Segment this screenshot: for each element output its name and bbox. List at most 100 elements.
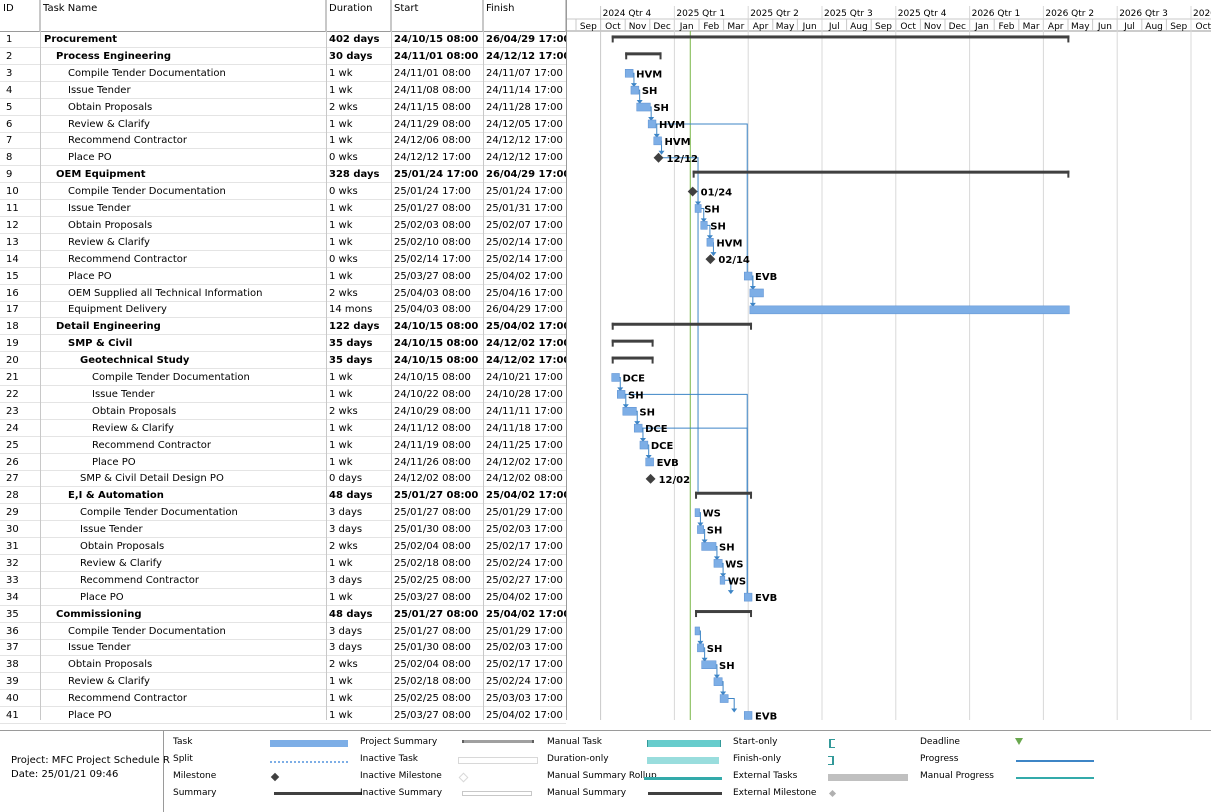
task-start-cell[interactable]: 24/11/26 08:00	[394, 456, 471, 468]
task-id-cell[interactable]: 7	[6, 135, 13, 147]
task-start-cell[interactable]: 25/02/25 08:00	[394, 693, 471, 705]
task-name-cell[interactable]: Issue Tender	[92, 388, 155, 400]
task-duration-cell[interactable]: 2 wks	[329, 101, 358, 113]
task-start-cell[interactable]: 25/03/27 08:00	[394, 710, 471, 721]
task-duration-cell[interactable]: 0 wks	[329, 253, 358, 265]
task-name-cell[interactable]: Review & Clarify	[68, 236, 150, 248]
task-id-cell[interactable]: 17	[6, 304, 19, 316]
task-start-cell[interactable]: 24/11/19 08:00	[394, 439, 471, 451]
task-finish-cell[interactable]: 24/12/02 17:00	[486, 456, 563, 468]
task-duration-cell[interactable]: 1 wk	[329, 388, 353, 400]
task-id-cell[interactable]: 18	[6, 321, 19, 333]
task-row[interactable]: 23 Obtain Proposals 2 wks 24/10/29 08:00 24/…	[0, 403, 566, 420]
task-name-cell[interactable]: Recommend Contractor	[68, 135, 188, 147]
task-start-cell[interactable]: 25/01/27 08:00	[394, 203, 471, 214]
task-duration-cell[interactable]: 2 wks	[329, 541, 358, 552]
task-finish-cell[interactable]: 25/02/17 17:00	[486, 659, 563, 671]
task-start-cell[interactable]: 24/12/02 08:00	[394, 473, 471, 485]
task-id-cell[interactable]: 13	[6, 236, 19, 248]
task-finish-cell[interactable]: 24/10/28 17:00	[486, 388, 563, 400]
task-finish-cell[interactable]: 24/11/11 17:00	[486, 405, 563, 417]
task-name-cell[interactable]: SMP & Civil	[68, 338, 133, 350]
task-row[interactable]: 4 Issue Tender 1 wk 24/11/08 08:00 24/11/14 …	[0, 82, 566, 99]
task-duration-cell[interactable]: 35 days	[329, 355, 373, 367]
task-name-cell[interactable]: Issue Tender	[68, 642, 131, 654]
task-start-cell[interactable]: 24/11/01 08:00	[394, 50, 479, 62]
task-duration-cell[interactable]: 0 days	[329, 473, 363, 485]
col-header-duration[interactable]: Duration	[326, 0, 391, 32]
task-id-cell[interactable]: 22	[6, 388, 19, 400]
task-duration-cell[interactable]: 1 wk	[329, 456, 353, 468]
task-id-cell[interactable]: 40	[6, 693, 19, 705]
task-duration-cell[interactable]: 1 wk	[329, 67, 353, 79]
task-id-cell[interactable]: 24	[6, 422, 19, 434]
task-name-cell[interactable]: Review & Clarify	[80, 557, 162, 569]
task-finish-cell[interactable]: 25/02/24 17:00	[486, 557, 563, 569]
task-duration-cell[interactable]: 14 mons	[329, 304, 373, 316]
task-start-cell[interactable]: 25/01/27 08:00	[394, 608, 479, 620]
col-header-start[interactable]: Start	[391, 0, 483, 32]
task-start-cell[interactable]: 24/11/12 08:00	[394, 422, 471, 434]
task-name-cell[interactable]: Review & Clarify	[92, 422, 174, 434]
task-finish-cell[interactable]: 24/12/12 17:00	[486, 152, 563, 164]
task-id-cell[interactable]: 32	[6, 557, 19, 569]
col-header-finish[interactable]: Finish	[483, 0, 566, 32]
task-start-cell[interactable]: 25/02/04 08:00	[394, 541, 471, 552]
task-row[interactable]: 5 Obtain Proposals 2 wks 24/11/15 08:00 24/1…	[0, 99, 566, 116]
task-duration-cell[interactable]: 1 wk	[329, 84, 353, 96]
task-finish-cell[interactable]: 25/04/02 17:00	[486, 608, 566, 620]
task-duration-cell[interactable]: 1 wk	[329, 219, 353, 231]
task-name-cell[interactable]: OEM Equipment	[56, 169, 146, 181]
task-name-cell[interactable]: Compile Tender Documentation	[80, 507, 238, 519]
task-start-cell[interactable]: 24/11/08 08:00	[394, 84, 471, 96]
task-finish-cell[interactable]: 25/01/29 17:00	[486, 507, 563, 519]
task-duration-cell[interactable]: 48 days	[329, 490, 373, 502]
task-id-cell[interactable]: 14	[6, 253, 19, 265]
task-duration-cell[interactable]: 1 wk	[329, 372, 353, 383]
task-start-cell[interactable]: 25/01/24 17:00	[394, 186, 471, 198]
task-finish-cell[interactable]: 25/04/02 17:00	[486, 321, 566, 333]
task-name-cell[interactable]: Equipment Delivery	[68, 304, 167, 316]
task-duration-cell[interactable]: 1 wk	[329, 203, 353, 214]
task-duration-cell[interactable]: 1 wk	[329, 135, 353, 147]
task-start-cell[interactable]: 25/01/24 17:00	[394, 169, 479, 181]
task-finish-cell[interactable]: 24/12/02 17:00	[486, 338, 566, 350]
task-name-cell[interactable]: E,I & Automation	[68, 490, 164, 502]
task-finish-cell[interactable]: 25/02/17 17:00	[486, 541, 563, 552]
task-row[interactable]: 41 Place PO 1 wk 25/03/27 08:00 25/04/02 17:…	[0, 707, 566, 724]
task-row[interactable]: 35 Commissioning 48 days 25/01/27 08:00 25/0…	[0, 606, 566, 623]
task-start-cell[interactable]: 24/11/15 08:00	[394, 101, 471, 113]
task-duration-cell[interactable]: 35 days	[329, 338, 373, 350]
task-start-cell[interactable]: 25/02/18 08:00	[394, 557, 471, 569]
task-start-cell[interactable]: 25/03/27 08:00	[394, 270, 471, 282]
task-duration-cell[interactable]: 1 wk	[329, 236, 353, 248]
task-name-cell[interactable]: Obtain Proposals	[80, 541, 165, 552]
task-start-cell[interactable]: 24/11/29 08:00	[394, 118, 471, 130]
task-id-cell[interactable]: 30	[6, 524, 19, 536]
task-name-cell[interactable]: Review & Clarify	[68, 118, 150, 130]
task-finish-cell[interactable]: 24/11/28 17:00	[486, 101, 563, 113]
task-start-cell[interactable]: 25/02/10 08:00	[394, 236, 471, 248]
task-row[interactable]: 17 Equipment Delivery 14 mons 25/04/03 08:0…	[0, 301, 566, 319]
task-row[interactable]: 19 SMP & Civil 35 days 24/10/15 08:00 24/12/…	[0, 335, 566, 353]
task-row[interactable]: 15 Place PO 1 wk 25/03/27 08:00 25/04/02 17:…	[0, 268, 566, 285]
task-id-cell[interactable]: 2	[6, 50, 13, 62]
task-start-cell[interactable]: 25/04/03 08:00	[394, 287, 471, 299]
task-name-cell[interactable]: Recommend Contractor	[80, 574, 200, 586]
task-name-cell[interactable]: Obtain Proposals	[68, 101, 153, 113]
task-id-cell[interactable]: 5	[6, 101, 13, 113]
task-start-cell[interactable]: 25/01/27 08:00	[394, 490, 479, 502]
task-duration-cell[interactable]: 1 wk	[329, 118, 353, 130]
task-start-cell[interactable]: 24/10/22 08:00	[394, 388, 471, 400]
task-id-cell[interactable]: 1	[6, 34, 13, 45]
task-start-cell[interactable]: 24/12/06 08:00	[394, 135, 471, 147]
task-row[interactable]: 26 Place PO 1 wk 24/11/26 08:00 24/12/02 17:…	[0, 454, 566, 471]
task-finish-cell[interactable]: 24/12/12 17:00	[486, 135, 563, 147]
task-duration-cell[interactable]: 1 wk	[329, 710, 353, 721]
task-finish-cell[interactable]: 24/11/14 17:00	[486, 84, 563, 96]
task-finish-cell[interactable]: 24/12/02 08:00	[486, 473, 563, 485]
task-id-cell[interactable]: 10	[6, 186, 19, 198]
task-finish-cell[interactable]: 26/04/29 17:00	[486, 169, 566, 181]
task-duration-cell[interactable]: 2 wks	[329, 287, 358, 299]
task-start-cell[interactable]: 25/01/30 08:00	[394, 524, 471, 536]
